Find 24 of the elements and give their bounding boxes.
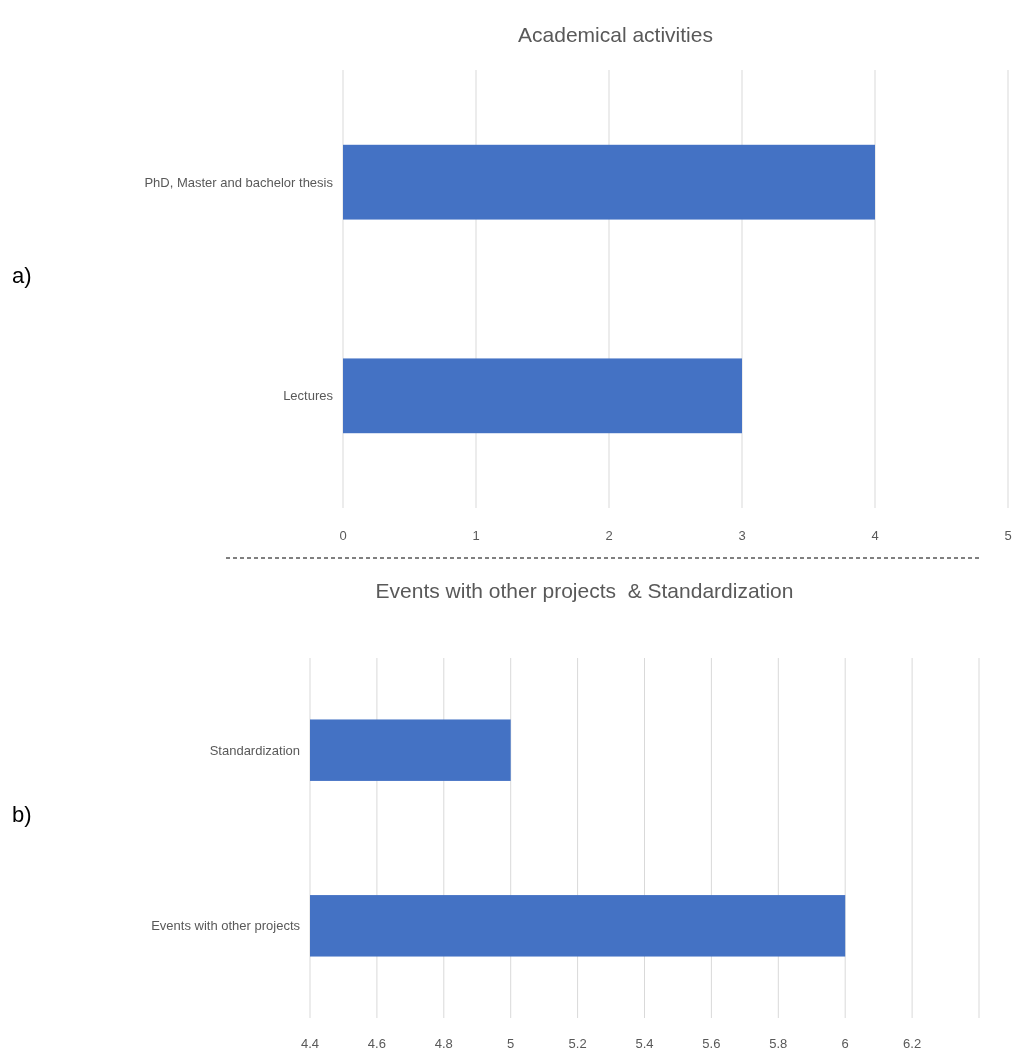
x-tick-label: 0 bbox=[339, 528, 347, 543]
text: a) bbox=[12, 263, 32, 288]
x-tick-label: 4.4 bbox=[300, 1036, 320, 1051]
x-tick-label: 5 bbox=[1004, 528, 1012, 543]
x-tick-label: 5.2 bbox=[568, 1036, 587, 1051]
x-tick-label: 6 bbox=[841, 1036, 849, 1051]
chart-title: Academical activities bbox=[518, 23, 713, 46]
x-tick-label: 5.8 bbox=[769, 1036, 788, 1051]
y-tick-label: Events with other projects bbox=[151, 918, 301, 934]
y-tick-label: PhD, Master and bachelor thesis bbox=[144, 174, 334, 190]
x-tick-label: 2 bbox=[605, 528, 613, 543]
y-tick-label: Lectures bbox=[283, 388, 334, 404]
chart-title: Events with other projects & Standardization bbox=[375, 579, 794, 602]
x-tick-label: 4 bbox=[871, 528, 879, 543]
x-tick-label: 5 bbox=[507, 1036, 515, 1051]
x-tick-label: 3 bbox=[738, 528, 746, 543]
x-tick-label: 1 bbox=[472, 528, 480, 543]
x-tick-label: 4.6 bbox=[367, 1036, 386, 1051]
y-tick-label: Standardization bbox=[209, 742, 300, 758]
x-tick-label: 6.2 bbox=[903, 1036, 922, 1051]
x-tick-label: 4.8 bbox=[434, 1036, 453, 1051]
text: b) bbox=[12, 802, 32, 827]
x-tick-label: 5.6 bbox=[702, 1036, 721, 1051]
x-tick-label: 5.4 bbox=[635, 1036, 654, 1051]
